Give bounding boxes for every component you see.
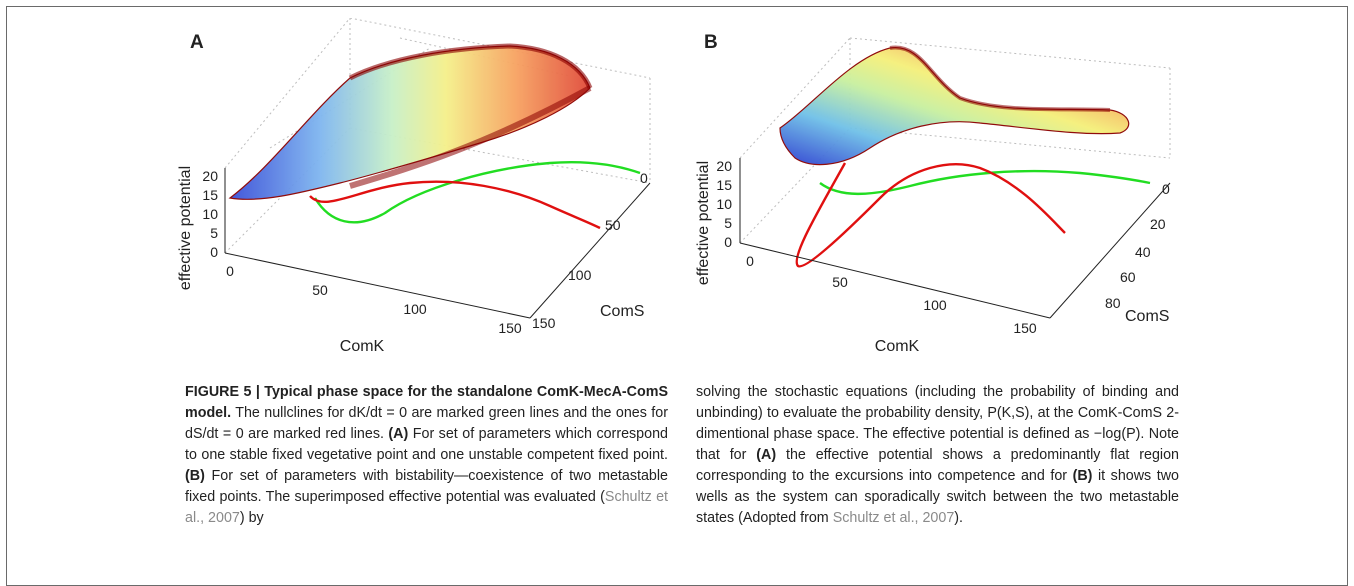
panel-a-xtick: 50 (312, 282, 328, 298)
panel-a-xlabel: ComK (340, 338, 385, 355)
caption-text: the effective potential shows a predomin… (696, 447, 1179, 484)
panel-b-plot: 0 5 10 15 20 0 50 100 150 0 20 40 60 80 … (695, 37, 1171, 355)
caption-text: The nullclines for dK/dt = 0 are marked … (185, 405, 668, 442)
panel-a-ytick: 100 (568, 267, 592, 283)
panel-b-ytick: 20 (1150, 216, 1166, 232)
panel-b-xlabel: ComK (875, 338, 920, 355)
panel-a-ytick: 0 (640, 170, 648, 186)
caption-b-ref: (B) (1072, 468, 1093, 484)
panel-b-zlabel: effective potential (695, 161, 712, 285)
caption-b-ref: (B) (185, 468, 205, 484)
panel-a-ztick: 20 (202, 168, 218, 184)
panel-b-red-nullcline (795, 162, 1066, 268)
caption-right-column: solving the stochastic equations (includ… (696, 382, 1179, 529)
panel-a-xtick: 100 (403, 301, 427, 317)
panel-b-ztick: 20 (716, 158, 732, 174)
caption-text: For set of parameters which correspond t… (185, 426, 668, 463)
panel-b-ztick: 5 (724, 215, 732, 231)
panel-a: A (150, 18, 670, 363)
panel-a-ylabel: ComS (600, 303, 644, 320)
panel-b-xtick: 50 (832, 274, 848, 290)
panel-a-label: A (190, 32, 204, 53)
panel-b-ytick: 80 (1105, 295, 1121, 311)
panel-a-green-nullcline (313, 161, 641, 224)
panel-b-ytick: 60 (1120, 269, 1136, 285)
caption-text: ). (954, 510, 964, 526)
panel-b-ztick: 10 (716, 196, 732, 212)
panel-a-ztick: 10 (202, 206, 218, 222)
caption-left-column: FIGURE 5 | Typical phase space for the s… (185, 382, 668, 529)
panel-a-ztick: 5 (210, 225, 218, 241)
panel-a-xtick: 150 (498, 320, 522, 336)
panel-a-plot: 0 5 10 15 20 0 50 100 150 0 50 100 150 e… (177, 18, 651, 355)
panel-b-green-nullcline (819, 169, 1151, 196)
panel-b-ylabel: ComS (1125, 308, 1169, 325)
panel-b-ztick: 0 (724, 234, 732, 250)
panel-a-ztick: 0 (210, 244, 218, 260)
panel-b-ytick: 40 (1135, 244, 1151, 260)
citation-link[interactable]: Schultz et al., 2007 (185, 489, 669, 526)
caption-text: solving the stochastic equations (includ… (696, 384, 1179, 463)
caption-title: FIGURE 5 | Typical phase space for the s… (185, 384, 668, 421)
panel-a-xtick: 0 (226, 263, 234, 279)
panel-b-surface (779, 46, 1130, 166)
panel-b-xtick: 100 (923, 297, 947, 313)
panel-a-axes (224, 168, 651, 319)
citation-link[interactable]: Schultz et al., 2007 (832, 510, 955, 526)
caption-text: ) by (239, 510, 264, 526)
panel-b-label: B (704, 32, 718, 53)
panel-b-xtick: 0 (746, 253, 754, 269)
panel-b-axes (739, 158, 1171, 319)
caption-text: For set of parameters with bistability—c… (185, 468, 668, 505)
caption-a-ref: (A) (388, 426, 409, 442)
panel-a-ytick: 150 (532, 315, 556, 331)
panel-a-ztick: 15 (202, 187, 218, 203)
panel-b-ztick: 15 (716, 177, 732, 193)
panel-b: B (680, 18, 1200, 363)
panel-b-ytick: 0 (1162, 181, 1170, 197)
caption-text: it shows two wells as the system can spo… (696, 468, 1179, 526)
panel-a-ytick: 50 (605, 217, 621, 233)
panel-a-red-nullcline (309, 180, 601, 230)
panel-a-surface (228, 45, 591, 200)
caption-a-ref: (A) (756, 447, 777, 463)
panel-a-zlabel: effective potential (177, 166, 194, 290)
panel-b-xtick: 150 (1013, 320, 1037, 336)
